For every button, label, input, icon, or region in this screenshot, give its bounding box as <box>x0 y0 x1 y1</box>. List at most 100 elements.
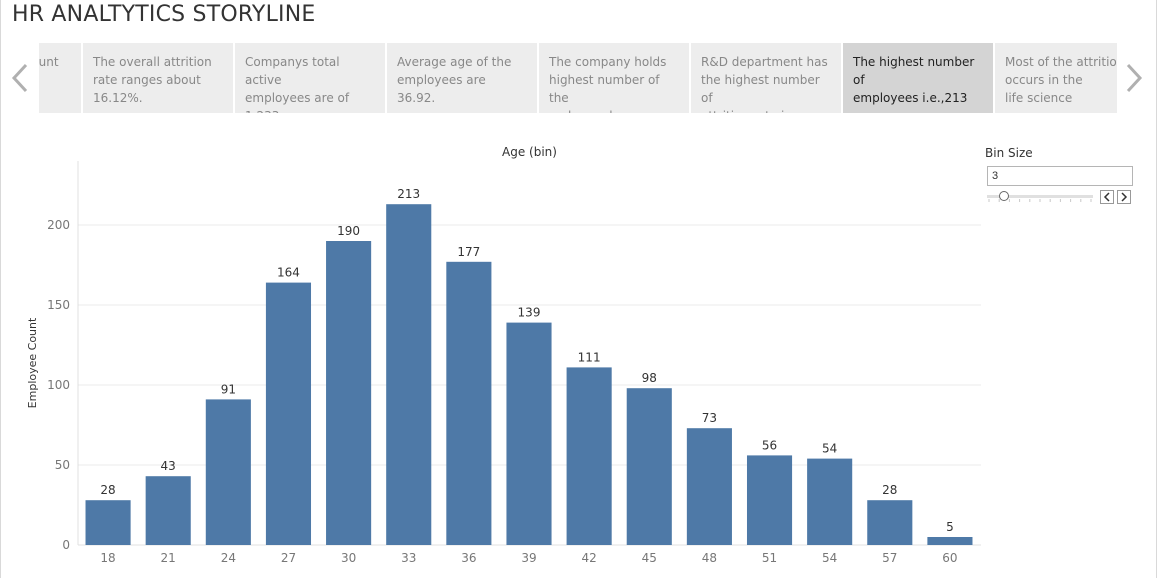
bar <box>626 388 672 545</box>
x-tick-label: 39 <box>521 551 536 565</box>
chevron-right-icon <box>1121 192 1128 202</box>
bar <box>686 428 732 545</box>
x-tick-label: 30 <box>341 551 356 565</box>
story-point-text: Average age of the <box>397 55 512 69</box>
story-point-text: Most of the attrition <box>1005 55 1117 69</box>
y-tick-label: 0 <box>62 538 70 552</box>
story-point-text: the highest number of <box>701 73 820 105</box>
bar <box>386 204 432 545</box>
x-tick-label: 60 <box>942 551 957 565</box>
data-label: 213 <box>397 187 420 201</box>
data-label: 164 <box>277 266 300 280</box>
y-tick-label: 150 <box>47 298 70 312</box>
data-label: 91 <box>221 382 236 396</box>
x-tick-label: 24 <box>221 551 236 565</box>
chart-svg: Age (bin) 0 50 100 150 200 Employee Count 28 18 4… <box>26 145 981 565</box>
story-point-text: highest number of the <box>549 73 660 105</box>
story-point-text: employees are of <box>245 91 350 105</box>
x-tick-label: 45 <box>642 551 657 565</box>
chevron-left-icon <box>11 63 28 93</box>
data-label: 139 <box>518 306 541 320</box>
story-point[interactable]: Most of the attrition occurs in the life s… <box>995 43 1117 113</box>
x-tick-label: 48 <box>702 551 717 565</box>
page-title: HR ANALTYTICS STORYLINE <box>12 2 316 27</box>
age-histogram: Age (bin) 0 50 100 150 200 Employee Count 28 18 4… <box>0 135 985 578</box>
story-navigator: Total attrition count of the company is 2… <box>39 43 1117 113</box>
data-label: 43 <box>161 459 176 473</box>
story-point[interactable]: Companys total active employees are of 1,2… <box>235 43 385 113</box>
story-point-text: 1,233. <box>245 107 375 113</box>
bar <box>265 282 312 545</box>
data-label: 56 <box>762 438 777 452</box>
data-label: 28 <box>100 483 115 497</box>
story-point-text: Companys total active <box>245 55 340 87</box>
y-tick-label: 50 <box>55 458 70 472</box>
slider-track <box>987 195 1093 198</box>
y-axis-title: Employee Count <box>26 317 39 408</box>
story-point-text: 16.12%. <box>93 91 143 105</box>
x-tick-label: 21 <box>161 551 176 565</box>
data-label: 5 <box>946 520 954 534</box>
story-point[interactable]: Average age of the employees are 36.92. <box>387 43 537 113</box>
story-point[interactable]: R&D department has the highest number of a… <box>691 43 841 113</box>
story-point-text: male employees than <box>549 107 679 113</box>
y-tick-label: 100 <box>47 378 70 392</box>
story-point-text: company is 237. <box>39 89 71 107</box>
bar <box>326 241 372 545</box>
bar <box>566 367 612 545</box>
story-point-text: The company holds <box>549 55 667 69</box>
x-tick-label: 42 <box>581 551 596 565</box>
story-next-button[interactable] <box>1122 58 1146 98</box>
bin-increment-button[interactable] <box>1117 190 1131 204</box>
story-point-text: life science <box>1005 91 1073 105</box>
chevron-right-icon <box>1126 63 1143 93</box>
chart-title: Age (bin) <box>502 145 557 159</box>
story-point[interactable]: The highest number of employees i.e.,213 … <box>843 43 993 113</box>
story-track: Total attrition count of the company is 2… <box>39 43 1117 113</box>
story-point[interactable]: Total attrition count of the company is 2… <box>39 43 81 113</box>
bar <box>927 537 973 545</box>
story-point-text: employees are 36.92. <box>397 73 486 105</box>
data-label: 98 <box>642 371 657 385</box>
bar <box>506 322 552 545</box>
story-point-text: rate ranges about <box>93 73 201 87</box>
bar <box>85 500 131 545</box>
data-label: 54 <box>822 442 837 456</box>
x-tick-label: 57 <box>882 551 897 565</box>
data-label: 73 <box>702 411 717 425</box>
bin-size-label: Bin Size <box>985 146 1033 160</box>
slider-ticks <box>988 199 1092 202</box>
data-label: 111 <box>578 350 601 364</box>
x-tick-label: 54 <box>822 551 837 565</box>
story-point[interactable]: The company holds highest number of the ma… <box>539 43 689 113</box>
story-point-text: attrition rate i.e.. <box>701 107 831 113</box>
bar <box>205 399 251 545</box>
data-label: 28 <box>882 483 897 497</box>
x-tick-label: 36 <box>461 551 476 565</box>
bar <box>807 458 853 545</box>
bin-size-slider[interactable] <box>987 190 1097 204</box>
bin-decrement-button[interactable] <box>1100 190 1114 204</box>
story-point-text: R&D department has <box>701 55 828 69</box>
x-tick-label: 33 <box>401 551 416 565</box>
bar <box>867 500 913 545</box>
x-tick-label: 18 <box>100 551 115 565</box>
bin-size-input[interactable] <box>987 166 1133 186</box>
bar <box>746 455 793 545</box>
bar <box>145 476 191 545</box>
y-tick-label: 200 <box>47 218 70 232</box>
data-label: 190 <box>337 224 360 238</box>
story-point[interactable]: The overall attrition rate ranges about 16… <box>83 43 233 113</box>
story-prev-button[interactable] <box>8 58 32 98</box>
bar <box>446 261 492 545</box>
story-point-text: Total attrition count of the <box>39 55 59 69</box>
x-tick-label: 27 <box>281 551 296 565</box>
x-tick-label: 51 <box>762 551 777 565</box>
story-point-text: The overall attrition <box>93 55 212 69</box>
story-point-text: occurs in the <box>1005 73 1083 87</box>
chevron-left-icon <box>1103 192 1110 202</box>
left-border <box>0 0 1 578</box>
slider-thumb[interactable] <box>999 191 1010 201</box>
story-point-text: The highest number of <box>853 55 975 87</box>
data-label: 177 <box>457 245 480 259</box>
